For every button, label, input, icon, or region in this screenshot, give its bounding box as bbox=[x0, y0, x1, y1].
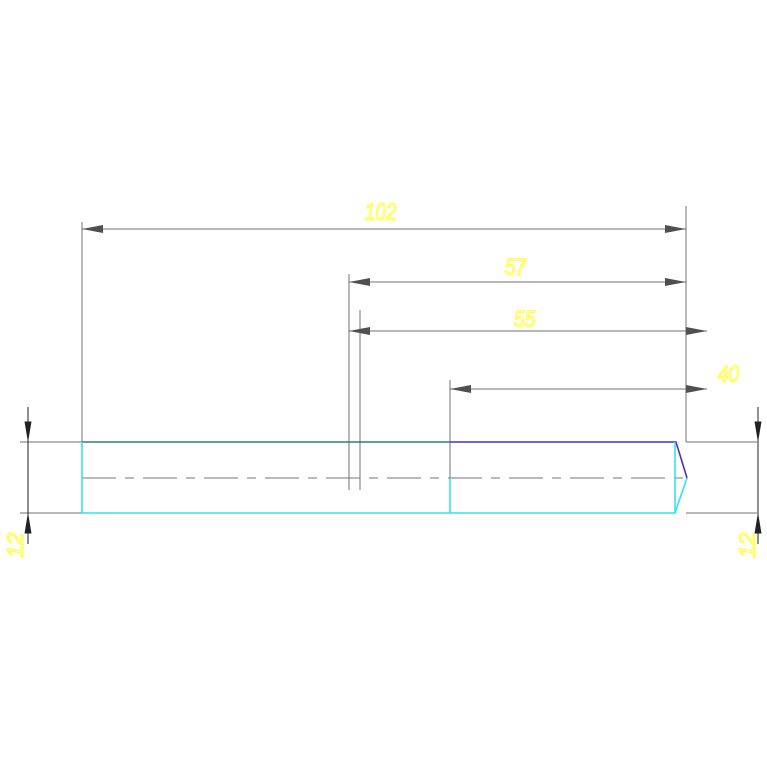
svg-text:55: 55 bbox=[514, 305, 536, 333]
svg-text:12: 12 bbox=[2, 532, 28, 558]
svg-text:102: 102 bbox=[365, 198, 397, 226]
svg-text:40: 40 bbox=[718, 360, 739, 388]
svg-text:57: 57 bbox=[505, 253, 527, 281]
svg-text:12: 12 bbox=[734, 532, 760, 558]
